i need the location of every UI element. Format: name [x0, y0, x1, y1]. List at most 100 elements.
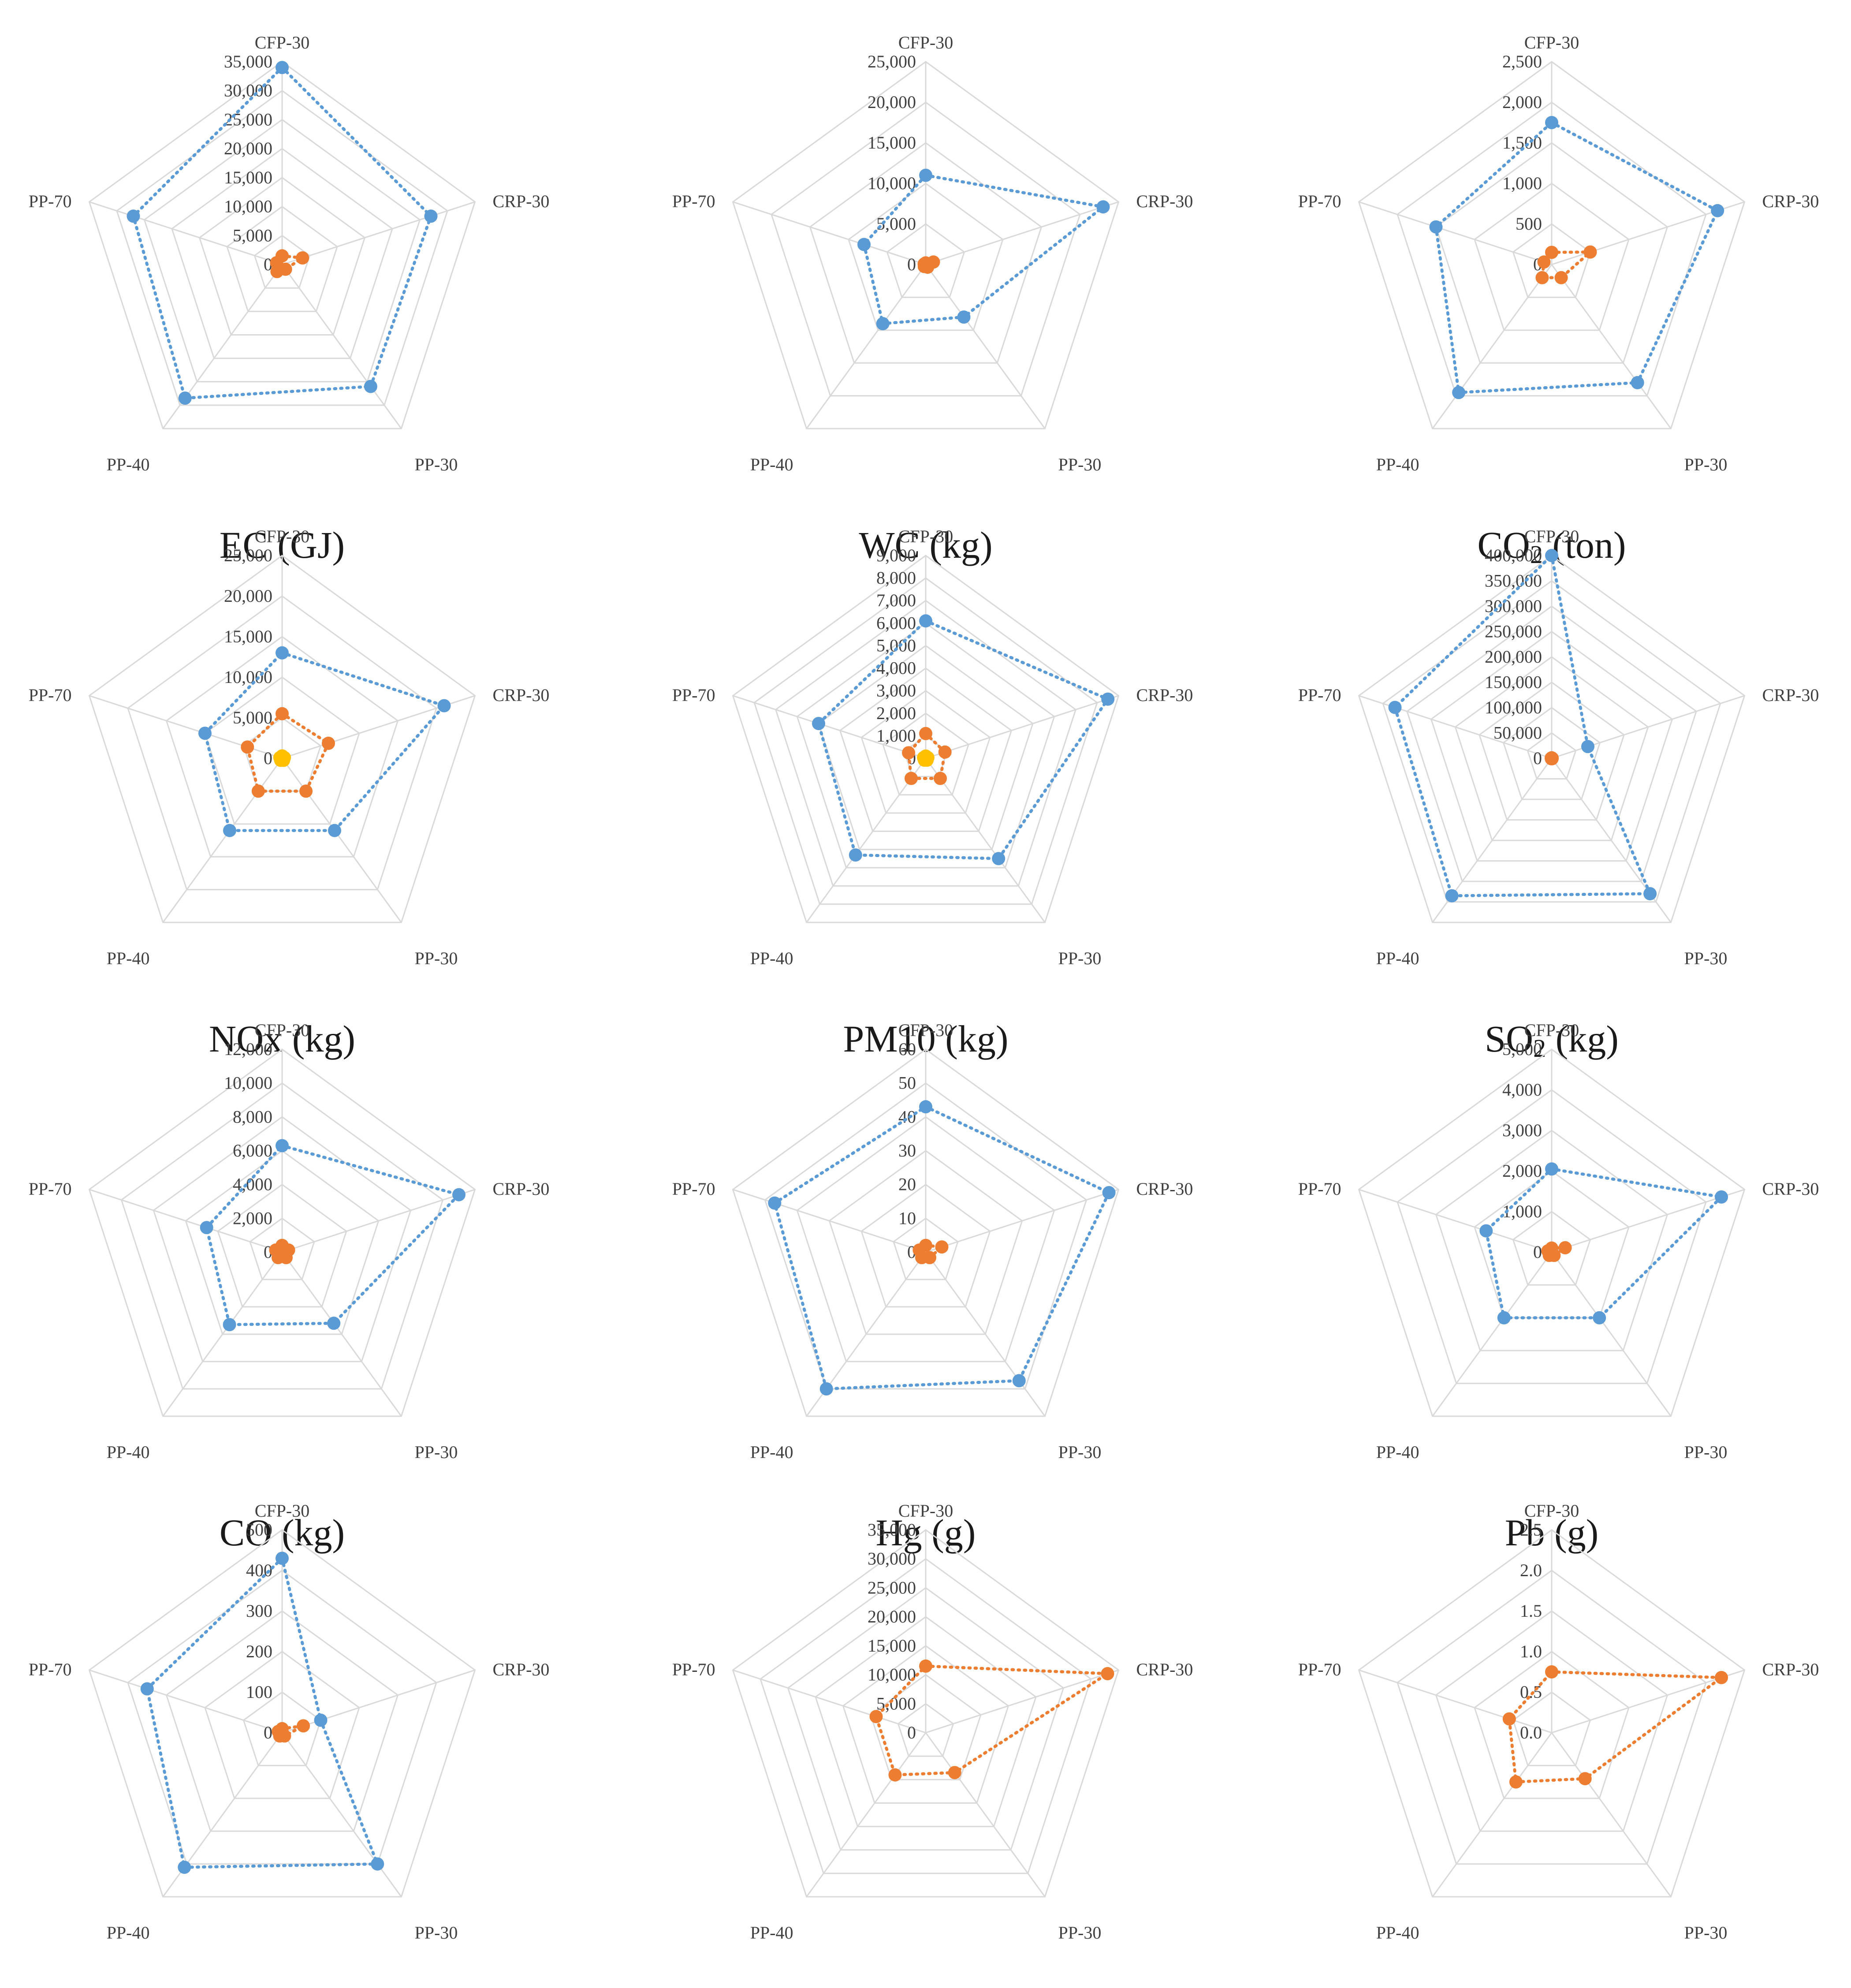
axis-spoke — [733, 695, 926, 759]
data-point — [919, 168, 932, 182]
grid-ring — [882, 712, 969, 796]
tick-label: 9,000 — [876, 545, 916, 565]
data-point — [272, 1725, 285, 1738]
tick-label: 35,000 — [868, 1520, 916, 1540]
data-point — [1429, 220, 1443, 234]
radar-chart: 01,0002,0003,0004,0005,0006,0007,0008,00… — [672, 526, 1193, 1060]
tick-label: 15,000 — [224, 627, 272, 646]
tick-label: 350,000 — [1485, 571, 1542, 591]
axis-spoke — [1551, 1732, 1672, 1897]
series-line — [246, 712, 331, 793]
data-point — [297, 1719, 310, 1733]
category-label: PP-70 — [672, 1660, 715, 1679]
data-point — [178, 392, 192, 405]
data-point — [1544, 751, 1558, 765]
tick-label: 10,000 — [224, 197, 272, 216]
tick-label: 100,000 — [1485, 697, 1542, 717]
category-label: PP-70 — [672, 1179, 715, 1199]
data-point — [127, 209, 140, 223]
axis-spoke — [925, 1252, 1046, 1417]
grid-ring — [1406, 605, 1697, 882]
category-label: PP-40 — [1376, 948, 1419, 968]
series-line — [145, 1555, 380, 1869]
tick-label: 15,000 — [868, 133, 916, 153]
data-point — [1715, 1190, 1728, 1204]
series-line — [1393, 552, 1653, 898]
data-point — [269, 1243, 283, 1257]
grid-ring — [870, 1674, 982, 1780]
tick-label: 7,000 — [876, 590, 916, 610]
category-label: CFP-30 — [898, 1501, 953, 1521]
grid-ring — [88, 555, 476, 923]
tick-label: 15,000 — [868, 1636, 916, 1656]
category-label: CRP-30 — [1762, 191, 1819, 211]
tick-label: 50 — [898, 1073, 916, 1093]
data-point — [276, 646, 289, 660]
grid-ring — [1435, 142, 1669, 364]
category-label: CFP-30 — [1524, 526, 1579, 546]
tick-label: 0 — [264, 254, 272, 274]
axis-spoke — [89, 201, 283, 265]
tick-label: 5,000 — [233, 225, 272, 245]
tick-label: 2.0 — [1520, 1560, 1542, 1580]
grid-ring — [143, 119, 421, 383]
chart-title: SO2 (kg) — [1485, 1018, 1619, 1063]
data-point — [452, 1188, 466, 1201]
grid-ring — [860, 1183, 991, 1308]
grid-ring — [165, 636, 399, 858]
grid-ring — [775, 600, 1077, 887]
data-point — [1545, 246, 1558, 259]
grid-ring — [1502, 707, 1601, 800]
tick-label: 6,000 — [233, 1141, 272, 1160]
grid-ring — [815, 1616, 1037, 1828]
category-label: PP-30 — [415, 1442, 458, 1462]
tick-label: 300 — [246, 1601, 272, 1621]
tick-label: 20 — [898, 1175, 916, 1194]
grid-ring — [217, 1183, 347, 1308]
axis-spoke — [282, 1189, 475, 1253]
data-point — [178, 1861, 191, 1874]
grid-ring — [809, 142, 1043, 364]
grid-ring — [886, 223, 965, 298]
category-label: PP-70 — [29, 1179, 72, 1199]
axis-spoke — [281, 758, 402, 923]
data-point — [1509, 1775, 1523, 1789]
grid-ring — [127, 1570, 437, 1865]
axis-spoke — [806, 264, 927, 429]
category-label: PP-40 — [1376, 455, 1419, 474]
grid-ring — [120, 1082, 444, 1390]
grid-ring — [1527, 732, 1577, 780]
category-label: PP-40 — [107, 1923, 150, 1943]
data-point — [1631, 376, 1644, 389]
grid-ring — [88, 61, 476, 429]
grid-ring — [88, 1048, 476, 1417]
tick-label: 0 — [1533, 748, 1542, 768]
grid-ring — [249, 1217, 315, 1280]
tick-label: 20,000 — [224, 586, 272, 606]
tick-label: 1,000 — [1502, 1201, 1542, 1221]
data-point — [819, 1382, 833, 1396]
data-point — [1101, 692, 1115, 706]
grid-ring — [1435, 1130, 1669, 1351]
data-point — [957, 310, 971, 324]
data-point — [299, 784, 313, 798]
data-point — [276, 1552, 289, 1565]
grid-ring — [1474, 183, 1630, 331]
category-label: PP-70 — [1298, 191, 1341, 211]
category-label: PP-30 — [1058, 455, 1102, 474]
axis-spoke — [1359, 201, 1552, 265]
grid-ring — [127, 595, 437, 891]
data-point — [849, 848, 862, 862]
grid-ring — [796, 1116, 1055, 1362]
data-point — [912, 1243, 926, 1257]
category-label: PP-30 — [1684, 1923, 1728, 1943]
category-label: CFP-30 — [898, 1020, 953, 1040]
data-point — [888, 1768, 902, 1782]
tick-label: 2,500 — [1502, 52, 1542, 71]
data-point — [1535, 271, 1549, 284]
grid-ring — [1358, 1048, 1746, 1417]
series-line — [817, 619, 1110, 860]
category-label: PP-30 — [415, 1923, 458, 1943]
axis-spoke — [282, 1669, 475, 1734]
tick-label: 2,000 — [1502, 1161, 1542, 1181]
